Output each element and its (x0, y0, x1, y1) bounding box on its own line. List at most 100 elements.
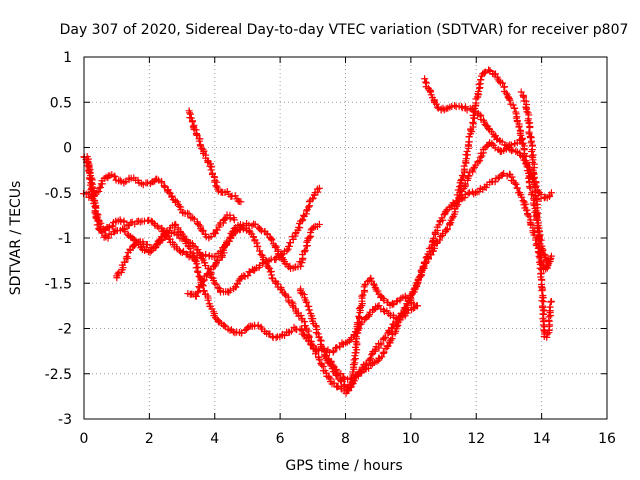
data-point (237, 198, 245, 206)
data-point (402, 304, 410, 312)
data-point (189, 214, 197, 222)
data-point (483, 142, 491, 150)
data-point (413, 280, 421, 288)
data-point (387, 324, 395, 332)
data-point (230, 216, 238, 224)
data-point (318, 361, 326, 369)
data-point (317, 337, 325, 345)
data-point (87, 193, 95, 201)
data-point (421, 78, 429, 86)
data-point (305, 333, 313, 341)
data-point (320, 344, 328, 352)
data-point (511, 179, 519, 187)
data-point (337, 370, 345, 378)
data-point (512, 147, 520, 155)
data-point (98, 229, 106, 237)
series-arc-3 (80, 171, 238, 242)
data-point (249, 233, 257, 241)
data-point (526, 184, 534, 192)
data-point (144, 248, 152, 256)
data-point (547, 189, 555, 197)
data-marks (80, 66, 555, 397)
data-point (379, 349, 387, 357)
y-tick-label: 0.5 (50, 95, 72, 111)
data-point (161, 232, 169, 240)
data-point (540, 310, 548, 318)
data-point (137, 244, 145, 252)
data-point (394, 321, 402, 329)
data-point (509, 101, 517, 109)
data-point (206, 269, 214, 277)
data-point (412, 281, 420, 289)
data-point (537, 194, 545, 202)
y-tick-label: -1.5 (45, 276, 72, 292)
data-point (123, 252, 131, 260)
data-point (220, 321, 228, 329)
data-point (299, 216, 307, 224)
data-point (518, 193, 526, 201)
data-point (469, 111, 477, 119)
data-point (524, 211, 532, 219)
data-point (284, 296, 292, 304)
data-point (515, 123, 523, 131)
data-point (298, 217, 306, 225)
data-point (301, 322, 309, 330)
data-point (254, 322, 262, 330)
data-point (304, 203, 312, 211)
data-point (210, 279, 218, 287)
data-point (510, 104, 518, 112)
series-arc-9 (421, 75, 555, 202)
data-point (200, 276, 208, 284)
data-point (325, 373, 333, 381)
data-point (522, 200, 530, 208)
data-point (195, 137, 203, 145)
data-point (340, 374, 348, 382)
data-point (405, 297, 413, 305)
data-point (129, 242, 137, 250)
data-point (525, 212, 533, 220)
y-tick-label: 0 (63, 141, 72, 157)
data-point (495, 77, 503, 85)
data-point (85, 167, 93, 175)
x-tick-label: 10 (402, 431, 420, 447)
data-point (104, 234, 112, 242)
data-point (393, 298, 401, 306)
data-point (451, 101, 459, 109)
data-point (327, 358, 335, 366)
data-point (393, 323, 401, 331)
data-point (268, 236, 276, 244)
data-point (432, 100, 440, 108)
data-point (333, 383, 341, 391)
data-point (512, 180, 520, 188)
data-point (508, 147, 516, 155)
data-point (491, 178, 499, 186)
data-point (120, 258, 128, 266)
data-point (458, 104, 466, 112)
data-point (389, 299, 397, 307)
data-point (350, 356, 358, 364)
data-point (359, 291, 367, 299)
data-point (315, 220, 323, 228)
data-point (445, 220, 453, 228)
data-point (513, 184, 521, 192)
data-point (547, 252, 555, 260)
data-point (104, 224, 112, 232)
series-arc-2 (83, 153, 421, 356)
data-point (168, 192, 176, 200)
x-tick-labels: 0 2 4 6 8 10 12 14 16 (80, 431, 616, 447)
data-point (192, 292, 200, 300)
data-point (226, 286, 234, 294)
data-point (433, 103, 441, 111)
data-point (199, 277, 207, 285)
data-point (283, 247, 291, 255)
data-point (380, 348, 388, 356)
data-point (540, 298, 548, 306)
data-point (525, 119, 533, 127)
data-point (526, 124, 534, 132)
data-point (315, 184, 323, 192)
data-point (84, 190, 92, 198)
data-point (502, 89, 510, 97)
data-point (353, 319, 361, 327)
data-point (230, 224, 238, 232)
data-point (312, 322, 320, 330)
